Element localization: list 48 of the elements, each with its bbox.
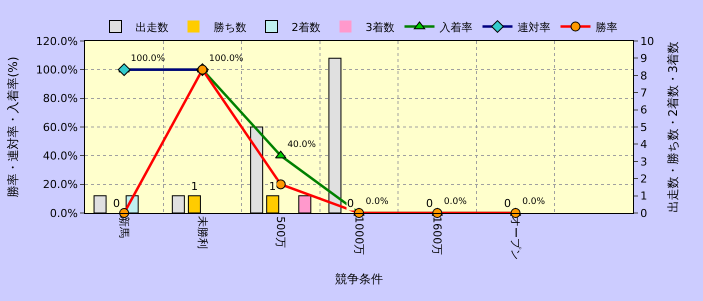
data-label: 40.0% — [287, 140, 316, 150]
data-label: 0.0% — [444, 197, 468, 208]
y2-tick-label: 10 — [640, 34, 654, 48]
y2-tick-label: 7 — [640, 86, 648, 100]
data-label: 0 — [347, 197, 354, 210]
x-tick-label: 1600万 — [430, 216, 444, 256]
legend-label: 勝ち数 — [214, 20, 246, 34]
y-tick-label: 80.0% — [42, 92, 78, 106]
x-tick-label: 新馬 — [118, 216, 131, 238]
y2-tick-label: 0 — [640, 206, 648, 220]
legend-label: 入着率 — [440, 20, 472, 34]
y2-tick-label: 1 — [640, 190, 648, 203]
x-tick-label: 1000万 — [352, 216, 366, 256]
data-label: 0.0% — [366, 197, 389, 208]
x-tick-label: オープン — [508, 216, 522, 260]
legend-label: 連対率 — [518, 20, 550, 34]
y2-tick-label: 4 — [640, 138, 648, 152]
y-tick-label: 20.0% — [42, 178, 78, 192]
y2-tick-label: 2 — [640, 172, 648, 186]
y2-tick-label: 8 — [640, 69, 648, 82]
y2-tick-label: 6 — [640, 104, 648, 117]
y2-axis-title: 出走数・勝ち数・2着数・3着数 — [666, 41, 680, 213]
y-tick-label: 120.0% — [36, 34, 78, 48]
x-axis-title: 競争条件 — [335, 272, 383, 286]
point — [118, 63, 130, 76]
data-label: 0.0% — [522, 197, 546, 208]
legend-label: 3着数 — [366, 20, 394, 34]
legend-label: 2着数 — [292, 20, 320, 34]
y-axis-title: 勝率・連対率・入着率(%) — [6, 56, 20, 198]
y-tick-label: 0.0% — [50, 206, 78, 220]
x-tick-label: 500万 — [274, 216, 288, 248]
y2-tick-label: 3 — [640, 155, 648, 168]
y2-tick-label: 9 — [640, 52, 648, 66]
y-tick-label: 60.0% — [42, 120, 78, 134]
data-label: 0 — [113, 197, 120, 210]
data-label: 0 — [504, 197, 511, 210]
legend-label: 勝率 — [596, 20, 618, 34]
data-label: 1 — [191, 180, 198, 193]
data-label: 100.0% — [209, 54, 244, 64]
x-tick-label: 未勝利 — [196, 216, 209, 250]
data-label: 100.0% — [130, 54, 166, 64]
point — [276, 179, 286, 190]
data-label: 0 — [426, 197, 433, 210]
y-tick-label: 40.0% — [42, 150, 78, 163]
data-label: 1 — [269, 180, 276, 193]
y2-tick-label: 5 — [640, 120, 648, 134]
legend-label: 出走数 — [136, 20, 168, 34]
y-tick-label: 100.0% — [36, 64, 78, 77]
